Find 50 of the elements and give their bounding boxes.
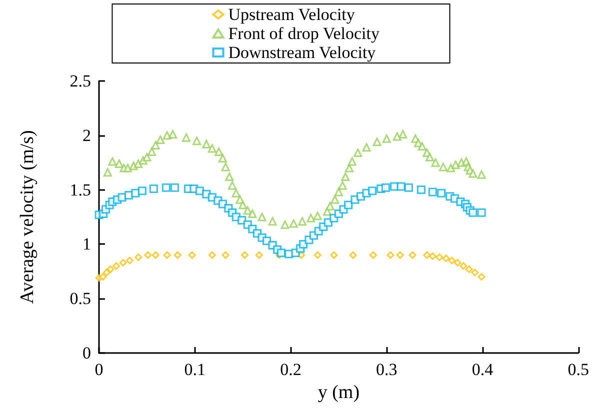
- y-tick-label: 1: [82, 234, 91, 254]
- point: [460, 262, 468, 270]
- point: [314, 251, 322, 259]
- point: [222, 251, 230, 259]
- point: [102, 268, 110, 276]
- point: [408, 251, 416, 259]
- point: [188, 251, 196, 259]
- legend-label: Front of drop Velocity: [228, 24, 380, 43]
- point: [465, 265, 473, 273]
- point: [478, 273, 486, 281]
- x-axis-title: y (m): [318, 382, 360, 403]
- point: [442, 254, 450, 262]
- point: [386, 251, 394, 259]
- point: [471, 268, 479, 276]
- x-tick-label: 0: [94, 360, 104, 379]
- point: [112, 262, 120, 270]
- point: [255, 251, 263, 259]
- point: [240, 251, 248, 259]
- point: [454, 258, 462, 266]
- x-tick-label: 0.3: [376, 360, 398, 379]
- point: [436, 254, 444, 262]
- y-tick-label: 0.5: [70, 289, 91, 308]
- point: [208, 251, 216, 259]
- x-tick-label: 0.1: [184, 360, 206, 379]
- legend-label: Downstream Velocity: [228, 43, 376, 62]
- point: [99, 273, 107, 281]
- point: [423, 251, 431, 259]
- point: [349, 251, 357, 259]
- point: [396, 251, 404, 259]
- point: [119, 258, 127, 266]
- point: [126, 256, 134, 264]
- point: [134, 254, 142, 262]
- y-tick-label: 2.5: [70, 72, 91, 90]
- x-tick-label: 0.2: [280, 360, 302, 379]
- point: [369, 251, 377, 259]
- point: [174, 251, 182, 259]
- x-tick-label: 0.5: [568, 360, 589, 379]
- y-axis-title: Average velocity (m/s): [17, 130, 38, 304]
- point: [448, 256, 456, 264]
- y-tick-label: 2: [82, 126, 91, 145]
- point: [144, 251, 152, 259]
- point: [106, 265, 114, 273]
- legend-label: Upstream Velocity: [228, 5, 356, 24]
- point: [428, 252, 436, 260]
- point: [163, 251, 171, 259]
- point: [152, 251, 160, 259]
- point: [330, 251, 338, 259]
- y-tick-label: 0: [82, 344, 91, 362]
- y-tick-label: 1.5: [70, 180, 91, 200]
- x-tick-label: 0.4: [472, 360, 494, 379]
